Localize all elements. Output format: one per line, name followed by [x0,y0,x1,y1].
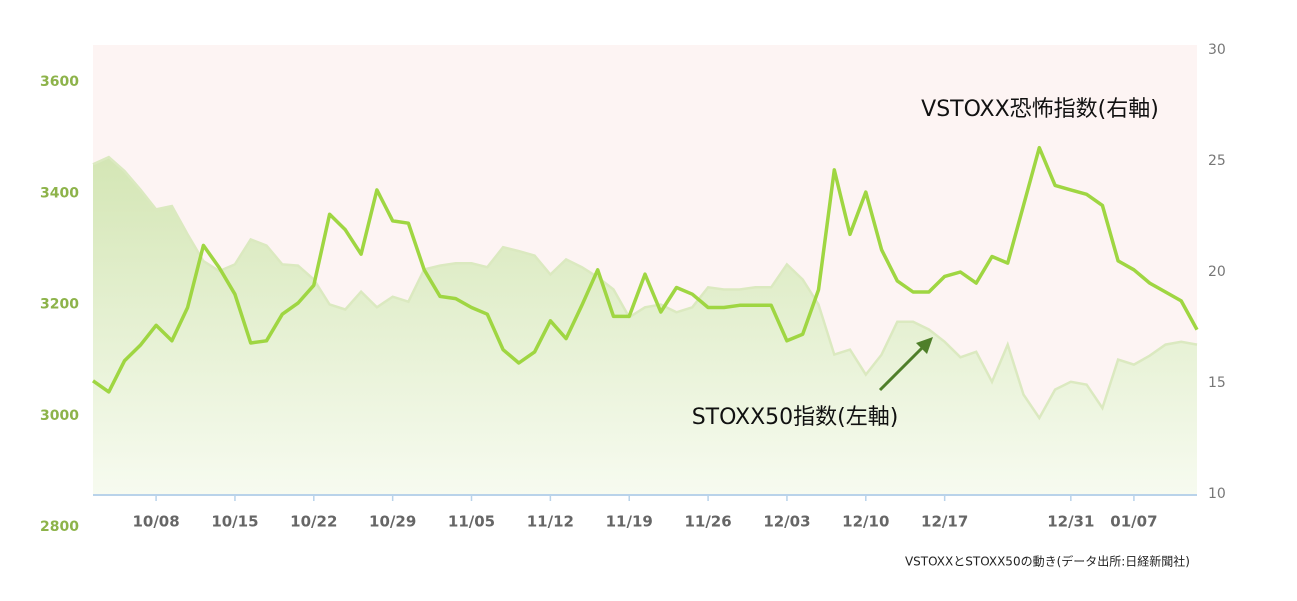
annotation: STOXX50指数(左軸) [692,405,899,430]
y2-tick-label: 20 [1208,264,1226,280]
area-line [92,155,1198,421]
y-tick-label: 3000 [40,408,79,424]
x-tick-label: 12/17 [921,513,968,531]
area-fill [93,157,1197,495]
x-tick-label: 11/19 [606,513,653,531]
x-tick-label: 12/10 [842,513,889,531]
line [91,145,1199,394]
x-tick-label: 10/08 [132,513,179,531]
annotation: VSTOXX恐怖指数(右軸) [921,97,1159,122]
x-tick-label: 10/22 [290,513,337,531]
arrow [878,342,928,392]
x-tick-label: 10/15 [211,513,258,531]
x-tick-label: 12/31 [1047,513,1094,531]
x-tick-label: 11/12 [527,513,574,531]
y2-tick-label: 15 [1208,375,1226,391]
y-tick-label: 3400 [40,185,79,201]
y-tick-label: 3600 [40,74,79,90]
arrow-head [916,337,933,354]
y-tick-label: 3200 [40,297,79,313]
x-tick-label: 11/05 [448,513,495,531]
y2-tick-label: 10 [1208,486,1226,502]
y-tick-label: 2800 [40,519,79,535]
y2-tick-label: 25 [1208,153,1226,169]
x-tick-label: 10/29 [369,513,416,531]
x-tick-label: 11/26 [684,513,731,531]
y2-tick-label: 30 [1208,42,1226,58]
x-tick-label: 01/07 [1110,513,1157,531]
caption: VSTOXXとSTOXX50の動き(データ出所:日経新聞社) [905,554,1190,569]
x-tick-label: 12/03 [763,513,810,531]
